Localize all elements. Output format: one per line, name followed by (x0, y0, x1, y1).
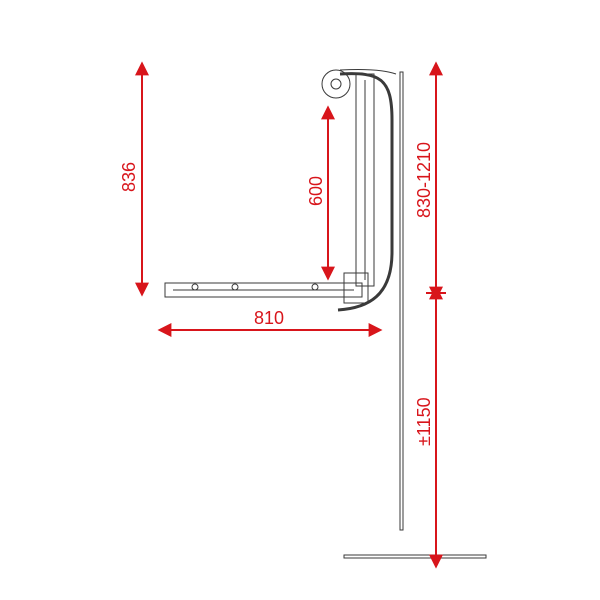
dimension-label-height_836: 836 (119, 162, 140, 192)
wall-line (400, 72, 403, 530)
floor-line (344, 555, 486, 558)
dimension-label-height_1150: ±1150 (414, 397, 435, 446)
dimension-label-width_810: 810 (254, 308, 284, 329)
dimension-label-height_600: 600 (306, 176, 327, 206)
technical-drawing: { "drawing": { "type": "technical-dimens… (0, 0, 600, 600)
dimension-label-height_830_1210: 830-1210 (414, 142, 435, 218)
